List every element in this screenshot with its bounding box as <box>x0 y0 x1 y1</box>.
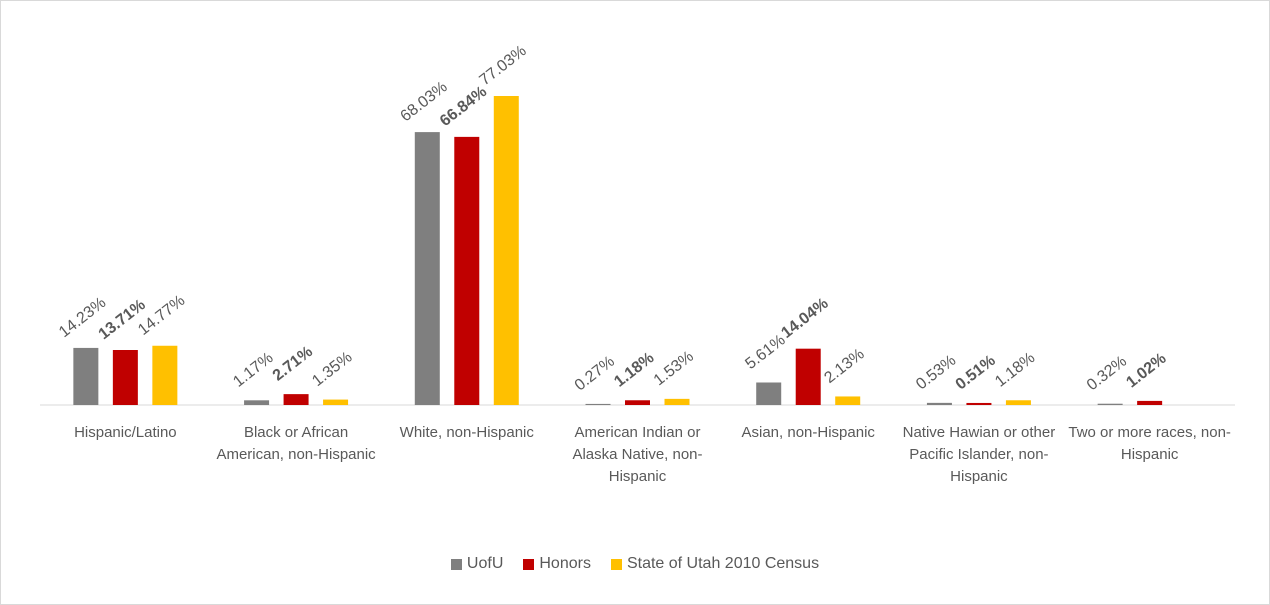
bar <box>1005 400 1031 405</box>
bar <box>323 399 349 405</box>
x-tick-label: Native Hawian or other Pacific Islander,… <box>902 424 1056 485</box>
legend: UofU Honors State of Utah 2010 Census <box>0 555 1270 575</box>
value-label: 1.02% <box>1123 350 1169 391</box>
legend-item: State of Utah 2010 Census <box>610 555 820 573</box>
bar <box>1137 400 1163 405</box>
bar <box>414 132 440 405</box>
value-label: 5.61% <box>742 332 788 373</box>
bar <box>664 398 690 405</box>
value-label: 0.27% <box>572 353 618 394</box>
bar <box>152 345 178 405</box>
value-label: 14.04% <box>778 295 831 342</box>
legend-label: Honors <box>539 555 591 572</box>
legend-swatch <box>610 558 622 570</box>
x-tick-label: American Indian or Alaska Native, non-Hi… <box>572 424 703 485</box>
bar <box>625 400 650 405</box>
bar <box>112 350 138 405</box>
value-label: 77.03% <box>476 42 529 89</box>
legend-item: Honors <box>523 555 591 573</box>
value-label: 2.13% <box>821 346 867 387</box>
bar <box>283 394 309 405</box>
x-tick-label: Hispanic/Latino <box>74 424 177 441</box>
bar <box>585 403 611 405</box>
x-tick-label: Black or African American, non-Hispanic <box>216 424 376 463</box>
bar <box>966 402 992 405</box>
value-label: 1.35% <box>309 349 355 390</box>
value-label: 1.18% <box>992 349 1038 390</box>
bar <box>926 402 952 405</box>
value-label: 0.51% <box>953 352 999 393</box>
bar <box>1097 403 1123 405</box>
bar <box>244 400 270 405</box>
legend-item: UofU <box>450 555 504 573</box>
value-label: 0.32% <box>1084 353 1130 394</box>
x-tick-label: White, non-Hispanic <box>399 424 534 441</box>
bar <box>756 382 782 405</box>
legend-swatch <box>523 558 535 570</box>
legend-swatch <box>450 558 462 570</box>
value-label: 0.53% <box>913 352 959 393</box>
value-label: 1.18% <box>611 349 657 390</box>
value-label: 1.53% <box>651 348 697 389</box>
x-tick-label: Asian, non-Hispanic <box>741 424 875 441</box>
bar <box>795 348 821 405</box>
legend-label: UofU <box>466 555 504 572</box>
legend-label: State of Utah 2010 Census <box>626 555 820 572</box>
x-tick-label: Two or more races, non-Hispanic <box>1068 424 1231 463</box>
bar <box>454 136 480 406</box>
bar <box>493 96 519 405</box>
bar <box>835 396 861 405</box>
value-label: 2.71% <box>270 343 316 384</box>
value-label: 14.77% <box>135 292 188 339</box>
bar <box>73 347 99 405</box>
